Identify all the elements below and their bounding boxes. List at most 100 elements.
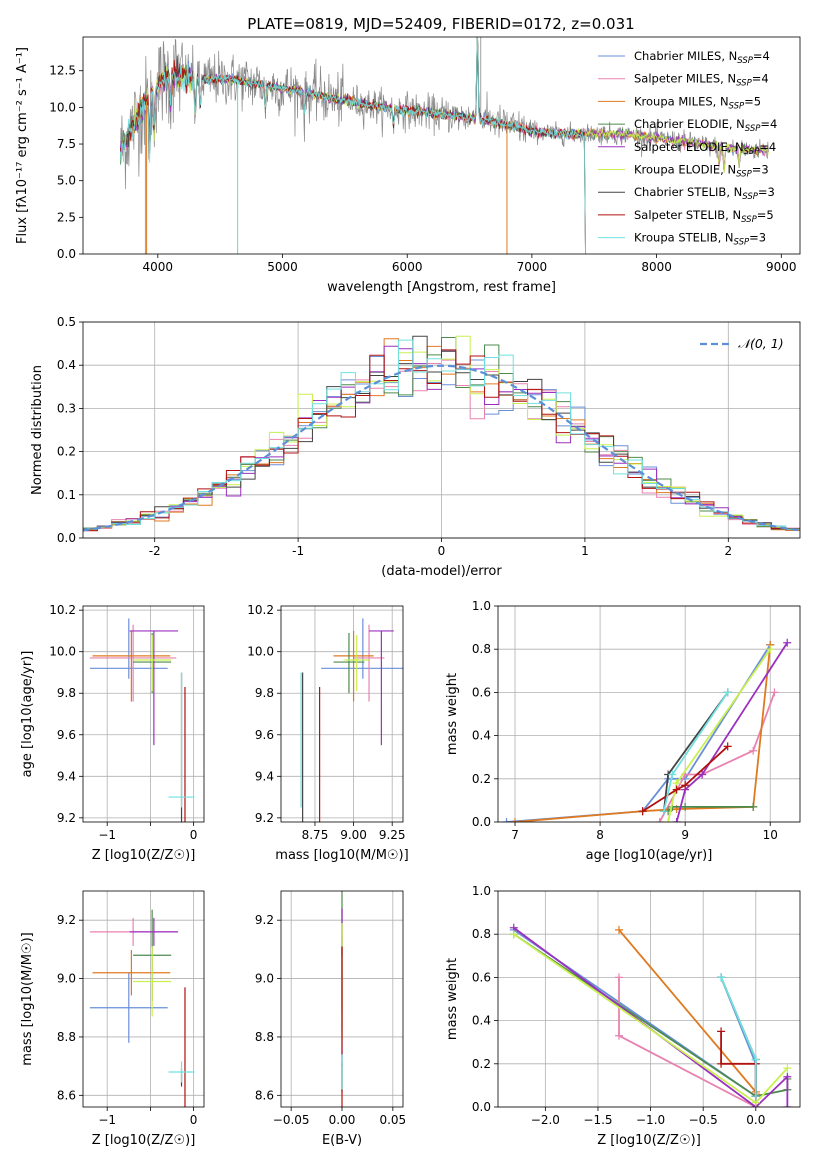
y-tick-label: 10.0: [247, 645, 274, 659]
weight-marker-salpeter_elodie: [783, 1103, 792, 1107]
plot-area: [89, 618, 195, 822]
x-tick-label: −2.0: [531, 1113, 560, 1127]
y-tick-label: 0.8: [472, 642, 491, 656]
panel-mass_weight_vs_Z: −2.0 −1.5 −1.0 −0.5 0.0 0.0 0.2 0.4 0.6 0.8 1.0 Z […: [445, 884, 801, 1148]
x-tick-label: 0: [438, 544, 446, 558]
y-axis-label: mass [log10(M/M☉)]: [20, 932, 35, 1065]
axes-frame: [82, 36, 801, 255]
x-tick-label: 2: [724, 544, 732, 558]
legend-sub: SSP: [729, 101, 745, 111]
legend-entry-kroupa_stelib: Kroupa STELIB, NSSP=3: [634, 231, 766, 248]
weight-marker-salpeter_stelib: [717, 1059, 726, 1068]
legend-suffix: =3: [749, 231, 766, 245]
x-tick-label: 7: [511, 828, 519, 842]
model-line-kroupa_stelib: [119, 37, 586, 254]
y-tick-label: 0.8: [472, 927, 491, 941]
y-axis-label: Flux [fλ10⁻¹⁷ erg cm⁻² s⁻¹ A⁻¹]: [15, 47, 30, 244]
weight-marker-salpeter_miles: [770, 688, 779, 697]
y-tick-label: 9.2: [57, 811, 76, 825]
weight-line-kroupa_miles: [514, 644, 772, 822]
legend-suffix: =4: [752, 72, 769, 86]
x-tick-label: −0.5: [689, 1113, 718, 1127]
x-tick-label: 9000: [766, 260, 797, 274]
axes-frame: [82, 605, 205, 823]
y-tick-label: 9.4: [57, 769, 76, 783]
legend-sub: SSP: [736, 79, 752, 89]
y-tick-label: 2.5: [57, 210, 76, 224]
plot-area: [89, 909, 195, 1107]
y-tick-label: 0.6: [472, 685, 491, 699]
y-tick-label: 9.6: [255, 728, 274, 742]
legend-suffix: =5: [757, 208, 774, 222]
legend-label: Salpeter ELODIE, N: [634, 140, 744, 154]
y-tick-label: 0.3: [57, 401, 76, 415]
panel-mass_vs_Z: −1 0 8.6 8.8 9.0 9.2 Z [log10(Z/Z☉)] mass [log1…: [20, 890, 205, 1148]
weight-marker-salpeter_stelib: [638, 807, 647, 816]
legend-suffix: =4: [760, 117, 777, 131]
x-axis-label: Z [log10(Z/Z☉)]: [597, 1133, 701, 1148]
panel-mass_vs_ebv: −0.05 0.00 0.05 8.6 8.8 9.0 9.2 E(B-V): [255, 890, 406, 1148]
legend-suffix: =4: [753, 49, 770, 63]
legend-sub: SSP: [737, 56, 753, 66]
legend-sub: SSP: [734, 238, 750, 248]
axes-frame: [280, 605, 404, 823]
legend-entry-salpeter_elodie: Salpeter ELODIE, NSSP=4: [634, 140, 776, 157]
axes-frame: [82, 890, 205, 1108]
weight-line-chabrier_miles: [506, 644, 771, 822]
figure-title: PLATE=0819, MJD=52409, FIBERID=0172, z=0…: [247, 15, 634, 33]
x-tick-label: −1.0: [636, 1113, 665, 1127]
weight-marker-salpeter_stelib: [672, 785, 681, 794]
weight-marker-kroupa_elodie: [783, 1064, 792, 1073]
y-tick-label: 7.5: [57, 137, 76, 151]
y-tick-label: 10.0: [49, 645, 76, 659]
x-tick-label: 6000: [392, 260, 423, 274]
legend-suffix: =4: [759, 140, 776, 154]
x-axis-label: age [log10(age/yr)]: [586, 848, 713, 863]
legend-suffix: =5: [744, 94, 761, 108]
weight-marker-kroupa_stelib: [668, 770, 677, 779]
model-line-chabrier_stelib: [119, 37, 586, 254]
x-tick-label: 8.75: [302, 828, 329, 842]
y-tick-label: 0.1: [57, 488, 76, 502]
weight-marker-salpeter_stelib: [723, 742, 732, 751]
y-tick-label: 0.4: [472, 729, 491, 743]
x-axis-label: Z [log10(Z/Z☉)]: [92, 1133, 196, 1148]
y-tick-label: 9.0: [57, 972, 76, 986]
x-tick-label: 1: [581, 544, 589, 558]
x-tick-label: -2: [149, 544, 161, 558]
x-tick-label: 0.00: [329, 1113, 356, 1127]
legend-label: Kroupa ELODIE, N: [634, 163, 736, 177]
x-axis-label: (data-model)/error: [381, 564, 502, 579]
y-tick-label: 8.6: [57, 1088, 76, 1102]
x-tick-label: 0: [190, 1113, 198, 1127]
y-tick-label: 12.5: [49, 64, 76, 78]
weight-marker-kroupa_elodie: [664, 818, 673, 822]
legend-sub: SSP: [745, 124, 761, 134]
weight-marker-kroupa_miles: [615, 925, 624, 934]
weight-line-salpeter_stelib: [642, 745, 729, 812]
weight-marker-chabrier_elodie: [681, 802, 690, 811]
y-tick-label: 1.0: [472, 884, 491, 898]
x-tick-label: −1: [98, 828, 116, 842]
y-tick-label: 9.8: [255, 686, 274, 700]
legend-entry-chabrier_elodie: Chabrier ELODIE, NSSP=4: [634, 117, 777, 134]
weight-marker-salpeter_elodie: [698, 770, 707, 779]
legend-label: Salpeter STELIB, N: [634, 208, 741, 222]
y-tick-label: 8.6: [255, 1088, 274, 1102]
panel-residuals: -2 -1 0 1 2 0.0 0.1 0.2 0.3 0.4 0.5 (data-model)/er…: [30, 315, 801, 579]
plot-area: [300, 618, 403, 822]
axes-frame: [280, 890, 404, 1108]
legend-sub: SSP: [741, 215, 757, 225]
weight-marker-kroupa_miles: [511, 818, 520, 822]
y-tick-label: 9.4: [255, 769, 274, 783]
y-tick-label: 0.5: [57, 315, 76, 329]
weight-marker-salpeter_miles: [615, 1031, 624, 1040]
y-tick-label: 5.0: [57, 174, 76, 188]
axes-frame: [497, 890, 801, 1108]
y-axis-label: mass weight: [445, 958, 460, 1040]
weight-marker-kroupa_stelib: [723, 688, 732, 697]
x-tick-label: 7000: [517, 260, 548, 274]
legend-label: Kroupa STELIB, N: [634, 231, 734, 245]
